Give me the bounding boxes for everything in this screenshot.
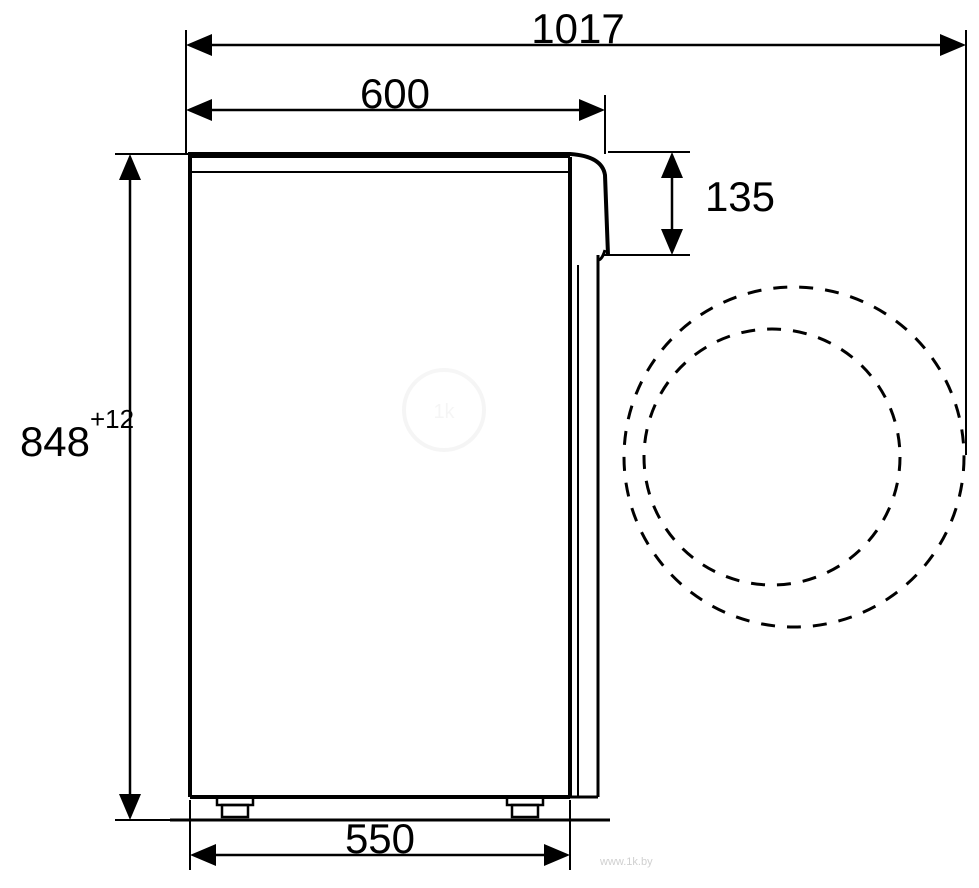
appliance-feet: [217, 797, 543, 817]
dim-height: 848 +12: [20, 154, 141, 820]
dim-total-width: 1017: [186, 5, 966, 56]
dim-depth: 550: [190, 815, 570, 866]
dim-total-width-value: 1017: [531, 5, 624, 52]
dim-front-gap-value: 135: [705, 173, 775, 220]
appliance-body: [188, 154, 608, 797]
dim-height-sup: +12: [90, 404, 134, 434]
dim-front-gap: 135: [661, 152, 775, 255]
watermark-text: www.1k.by: [599, 856, 653, 868]
dim-depth-value: 550: [345, 815, 415, 862]
dim-height-value: 848: [20, 418, 90, 465]
dim-body-width: 600: [186, 70, 605, 121]
svg-text:1k: 1k: [433, 401, 455, 423]
door-open-swing: [624, 287, 964, 627]
dim-body-width-value: 600: [360, 70, 430, 117]
technical-drawing: 1017 600 135 848 +12 550 www.1k.by 1k: [0, 0, 979, 888]
center-watermark: 1k: [404, 370, 484, 450]
